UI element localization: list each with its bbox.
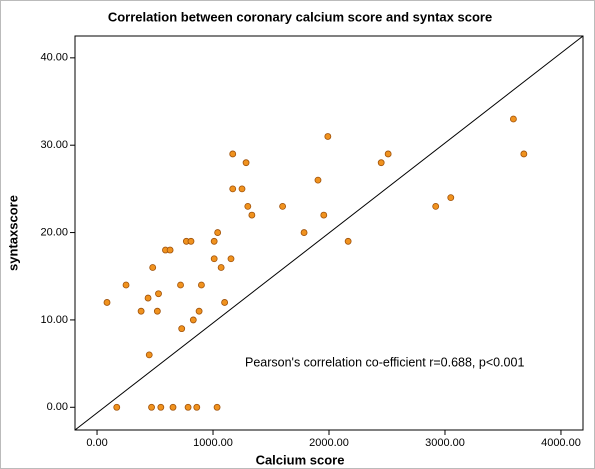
- point: [213, 403, 221, 411]
- annotation: Pearson's correlation co-efficient r=0.6…: [245, 355, 524, 369]
- point: [145, 351, 153, 359]
- y-tick-label: 20.00: [40, 226, 68, 238]
- point: [377, 159, 385, 167]
- point: [137, 307, 145, 315]
- point: [193, 403, 201, 411]
- y-tick-label: 10.00: [40, 314, 68, 326]
- point: [214, 229, 222, 236]
- point: [195, 307, 203, 315]
- point: [149, 264, 157, 271]
- point: [187, 237, 195, 245]
- point: [244, 202, 252, 210]
- point: [166, 246, 174, 254]
- point: [384, 150, 392, 158]
- point: [229, 185, 237, 193]
- point: [177, 281, 184, 289]
- point: [344, 237, 352, 245]
- point: [198, 281, 205, 289]
- y-tick-label: 0.00: [47, 401, 68, 413]
- point: [178, 325, 186, 333]
- y-axis-label: syntaxscore: [5, 195, 20, 271]
- point: [144, 294, 152, 302]
- point: [221, 299, 229, 306]
- point: [314, 176, 322, 184]
- point: [432, 202, 440, 210]
- point: [148, 403, 155, 411]
- point: [510, 115, 517, 123]
- point: [320, 211, 328, 219]
- point: [238, 185, 246, 193]
- point: [520, 150, 528, 158]
- point: [248, 211, 256, 219]
- x-tick-label: 4000.00: [541, 437, 581, 449]
- point: [279, 202, 287, 210]
- point: [227, 255, 235, 263]
- point: [103, 299, 111, 306]
- chart-title: Correlation between coronary calcium sco…: [108, 9, 492, 24]
- point: [217, 264, 225, 271]
- x-tick-label: 0.00: [86, 437, 107, 449]
- y-tick-label: 40.00: [40, 52, 68, 64]
- point: [155, 290, 162, 298]
- point: [242, 159, 250, 167]
- y-tick-label: 30.00: [40, 139, 68, 151]
- x-axis-label: Calcium score: [256, 452, 345, 467]
- point: [153, 307, 161, 315]
- x-tick-label: 1000.00: [193, 437, 233, 449]
- reference-line: [74, 35, 584, 431]
- point: [157, 403, 165, 411]
- point: [229, 150, 237, 158]
- point: [447, 194, 455, 202]
- point: [324, 133, 332, 140]
- point: [189, 316, 197, 324]
- point: [210, 255, 218, 263]
- x-tick-label: 2000.00: [309, 437, 349, 449]
- x-tick-label: 3000.00: [425, 437, 465, 449]
- point: [113, 403, 121, 411]
- point: [184, 403, 192, 411]
- point: [300, 229, 308, 236]
- point: [122, 281, 130, 289]
- point: [169, 403, 177, 411]
- point: [210, 237, 218, 245]
